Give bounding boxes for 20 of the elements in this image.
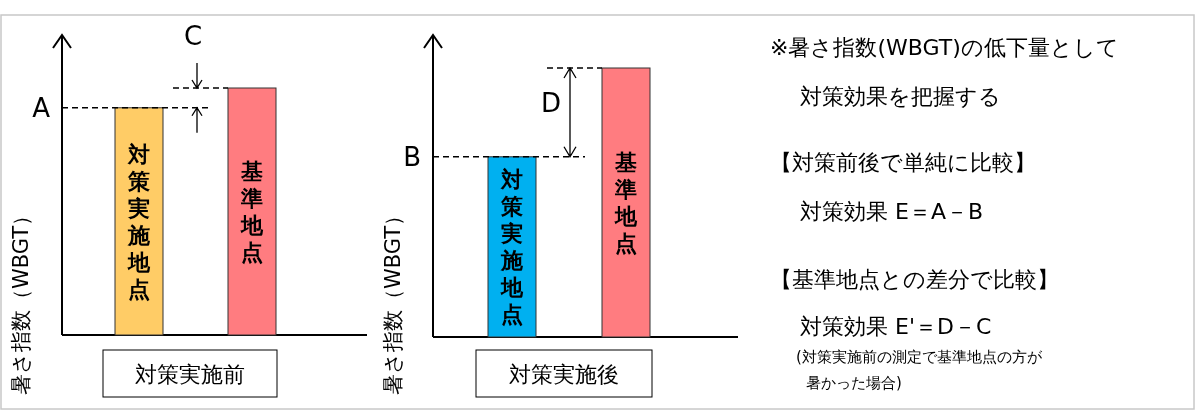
text: 対策効果 E＝A－B [800,199,984,224]
x-axis-title: 対策実施後 [509,362,619,387]
text: 対策効果を把握する [800,84,1001,109]
x-axis-title: 対策実施前 [135,362,245,387]
text: ※暑さ指数(WBGT)の低下量として [770,35,1119,60]
text: 【基準地点との差分で比較】 [770,267,1059,292]
x-tick-label: 基準地点 [614,150,638,256]
y-axis-title: 暑さ指数（WBGT） [9,204,33,395]
annotation: D [540,88,562,118]
x-tick-label: 基準地点 [240,159,264,265]
text: 暑かった場合) [806,374,902,392]
x-tick-label: 対策実施地点 [127,141,151,302]
ref-line-label: A [32,92,51,123]
text: 対策効果 E'＝D－C [800,314,992,339]
text: (対策実施前の測定で基準地点の方が [796,348,1043,366]
text: 【対策前後で単純に比較】 [770,150,1036,175]
y-axis-title: 暑さ指数（WBGT） [381,204,405,395]
ref-line-label: B [403,141,421,172]
text: C [183,21,203,51]
x-tick-label: 対策実施地点 [500,167,524,328]
